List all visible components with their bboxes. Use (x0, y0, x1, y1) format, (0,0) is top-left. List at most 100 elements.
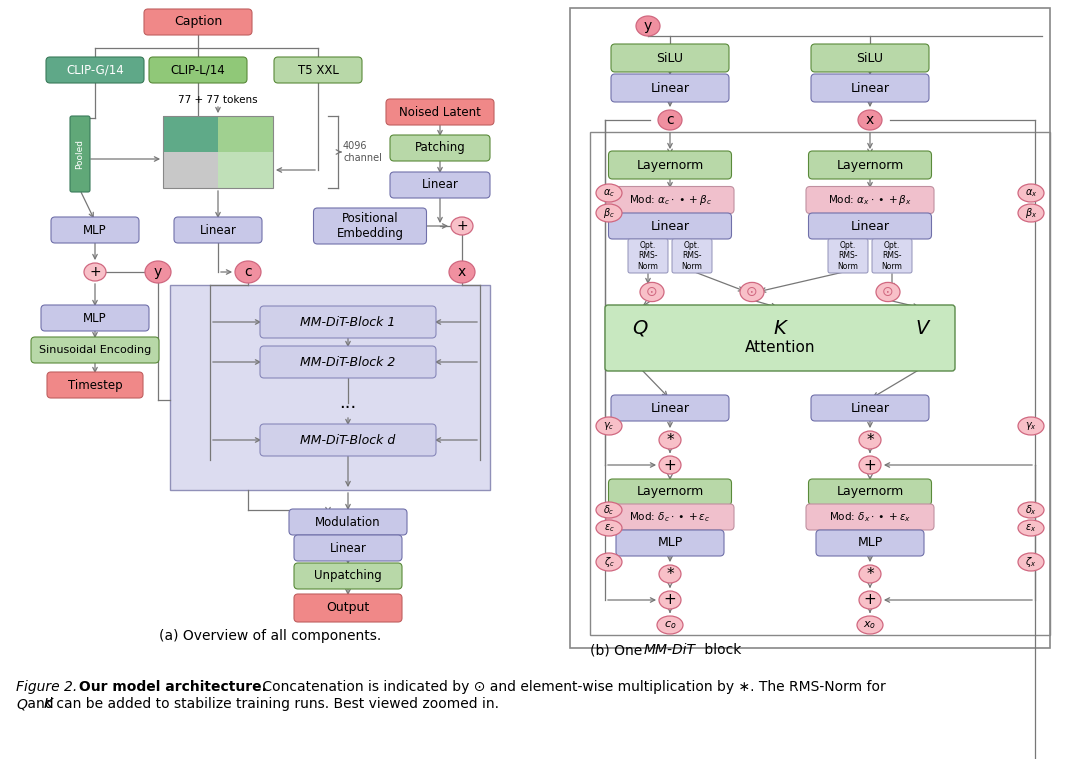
Text: $c_o$: $c_o$ (664, 619, 676, 631)
Text: Opt.
RMS-
Norm: Opt. RMS- Norm (681, 241, 702, 271)
Text: Linear: Linear (329, 541, 366, 555)
Ellipse shape (596, 417, 622, 435)
Text: T5 XXL: T5 XXL (298, 64, 338, 77)
Text: $\zeta_c$: $\zeta_c$ (604, 555, 615, 569)
Text: Timestep: Timestep (68, 379, 122, 392)
Text: Attention: Attention (745, 341, 815, 355)
Text: Output: Output (326, 601, 369, 615)
Text: Noised Latent: Noised Latent (400, 106, 481, 118)
Text: *: * (666, 566, 674, 581)
FancyBboxPatch shape (70, 116, 90, 192)
FancyBboxPatch shape (294, 594, 402, 622)
FancyBboxPatch shape (627, 239, 669, 273)
Text: Caption: Caption (174, 15, 222, 29)
Text: $\gamma_c$: $\gamma_c$ (604, 420, 615, 432)
Text: 77 + 77 tokens: 77 + 77 tokens (178, 95, 258, 105)
Text: $\beta_c$: $\beta_c$ (603, 206, 615, 220)
FancyBboxPatch shape (816, 530, 924, 556)
Text: +: + (663, 593, 676, 607)
FancyBboxPatch shape (608, 479, 731, 505)
Text: x: x (866, 113, 874, 127)
Text: Mod: $\alpha_c \cdot \bullet + \beta_c$: Mod: $\alpha_c \cdot \bullet + \beta_c$ (629, 193, 712, 207)
Text: $\alpha_x$: $\alpha_x$ (1025, 187, 1037, 199)
Text: y: y (153, 265, 162, 279)
FancyBboxPatch shape (608, 213, 731, 239)
Text: c: c (244, 265, 252, 279)
Text: Modulation: Modulation (315, 515, 381, 528)
Text: Mod: $\delta_c \cdot \bullet + \varepsilon_c$: Mod: $\delta_c \cdot \bullet + \varepsil… (630, 510, 711, 524)
FancyBboxPatch shape (149, 57, 247, 83)
Text: Linear: Linear (200, 223, 237, 237)
Ellipse shape (859, 565, 881, 583)
Text: MM-DiT-Block 1: MM-DiT-Block 1 (300, 316, 395, 329)
Ellipse shape (1018, 520, 1044, 536)
FancyBboxPatch shape (608, 151, 731, 179)
Text: MLP: MLP (83, 223, 107, 237)
Text: ...: ... (339, 394, 356, 412)
FancyBboxPatch shape (811, 44, 929, 72)
Text: $\gamma_x$: $\gamma_x$ (1025, 420, 1037, 432)
FancyBboxPatch shape (611, 74, 729, 102)
Text: Pooled: Pooled (76, 139, 84, 169)
Ellipse shape (449, 261, 475, 283)
Text: ⊙: ⊙ (746, 285, 758, 299)
FancyBboxPatch shape (606, 187, 734, 213)
Ellipse shape (657, 616, 683, 634)
FancyBboxPatch shape (606, 504, 734, 530)
FancyBboxPatch shape (41, 305, 149, 331)
FancyBboxPatch shape (31, 337, 159, 363)
Text: Mod: $\delta_x \cdot \bullet + \varepsilon_x$: Mod: $\delta_x \cdot \bullet + \varepsil… (828, 510, 912, 524)
Ellipse shape (596, 520, 622, 536)
Text: y: y (644, 19, 652, 33)
Ellipse shape (659, 591, 681, 609)
FancyBboxPatch shape (46, 57, 144, 83)
Text: CLIP-L/14: CLIP-L/14 (171, 64, 226, 77)
Text: $\zeta_x$: $\zeta_x$ (1025, 555, 1037, 569)
Ellipse shape (596, 204, 622, 222)
Text: Q: Q (632, 319, 648, 338)
FancyBboxPatch shape (809, 151, 931, 179)
FancyBboxPatch shape (218, 116, 273, 152)
Ellipse shape (1018, 204, 1044, 222)
Ellipse shape (596, 553, 622, 571)
Text: Unpatching: Unpatching (314, 569, 382, 582)
Text: $\beta_x$: $\beta_x$ (1025, 206, 1037, 220)
Text: Figure 2.: Figure 2. (16, 680, 78, 694)
Ellipse shape (859, 591, 881, 609)
Text: Opt.
RMS-
Norm: Opt. RMS- Norm (881, 241, 903, 271)
Text: Layernorm: Layernorm (636, 159, 704, 172)
Text: MM-DiT-Block 2: MM-DiT-Block 2 (300, 355, 395, 369)
Text: CLIP-G/14: CLIP-G/14 (66, 64, 124, 77)
Text: $x_o$: $x_o$ (863, 619, 877, 631)
Text: ⊙: ⊙ (882, 285, 894, 299)
Text: block: block (700, 643, 741, 657)
Ellipse shape (451, 217, 473, 235)
Text: +: + (456, 219, 468, 233)
Ellipse shape (659, 456, 681, 474)
Text: Our model architecture.: Our model architecture. (75, 680, 267, 694)
FancyBboxPatch shape (811, 395, 929, 421)
Text: MLP: MLP (658, 537, 683, 550)
Ellipse shape (1018, 553, 1044, 571)
Text: MM-DiT-Block d: MM-DiT-Block d (300, 433, 395, 446)
Text: $\delta_c$: $\delta_c$ (604, 503, 615, 517)
Text: Concatenation is indicated by ⊙ and element-wise multiplication by ∗. The RMS-No: Concatenation is indicated by ⊙ and elem… (258, 680, 890, 694)
FancyBboxPatch shape (386, 99, 494, 125)
Ellipse shape (659, 431, 681, 449)
FancyBboxPatch shape (806, 187, 934, 213)
Text: SiLU: SiLU (856, 52, 883, 65)
Text: Opt.
RMS-
Norm: Opt. RMS- Norm (838, 241, 859, 271)
Ellipse shape (658, 110, 681, 130)
Text: Linear: Linear (851, 402, 890, 414)
Text: Mod: $\alpha_x \cdot \bullet + \beta_x$: Mod: $\alpha_x \cdot \bullet + \beta_x$ (828, 193, 912, 207)
Text: Positional
Embedding: Positional Embedding (337, 212, 404, 240)
FancyBboxPatch shape (811, 74, 929, 102)
Text: Patching: Patching (415, 141, 465, 155)
Text: and: and (23, 697, 58, 711)
Text: MLP: MLP (83, 311, 107, 325)
Ellipse shape (659, 565, 681, 583)
Text: (a) Overview of all components.: (a) Overview of all components. (159, 629, 381, 643)
FancyBboxPatch shape (174, 217, 262, 243)
FancyBboxPatch shape (294, 563, 402, 589)
FancyBboxPatch shape (48, 372, 143, 398)
